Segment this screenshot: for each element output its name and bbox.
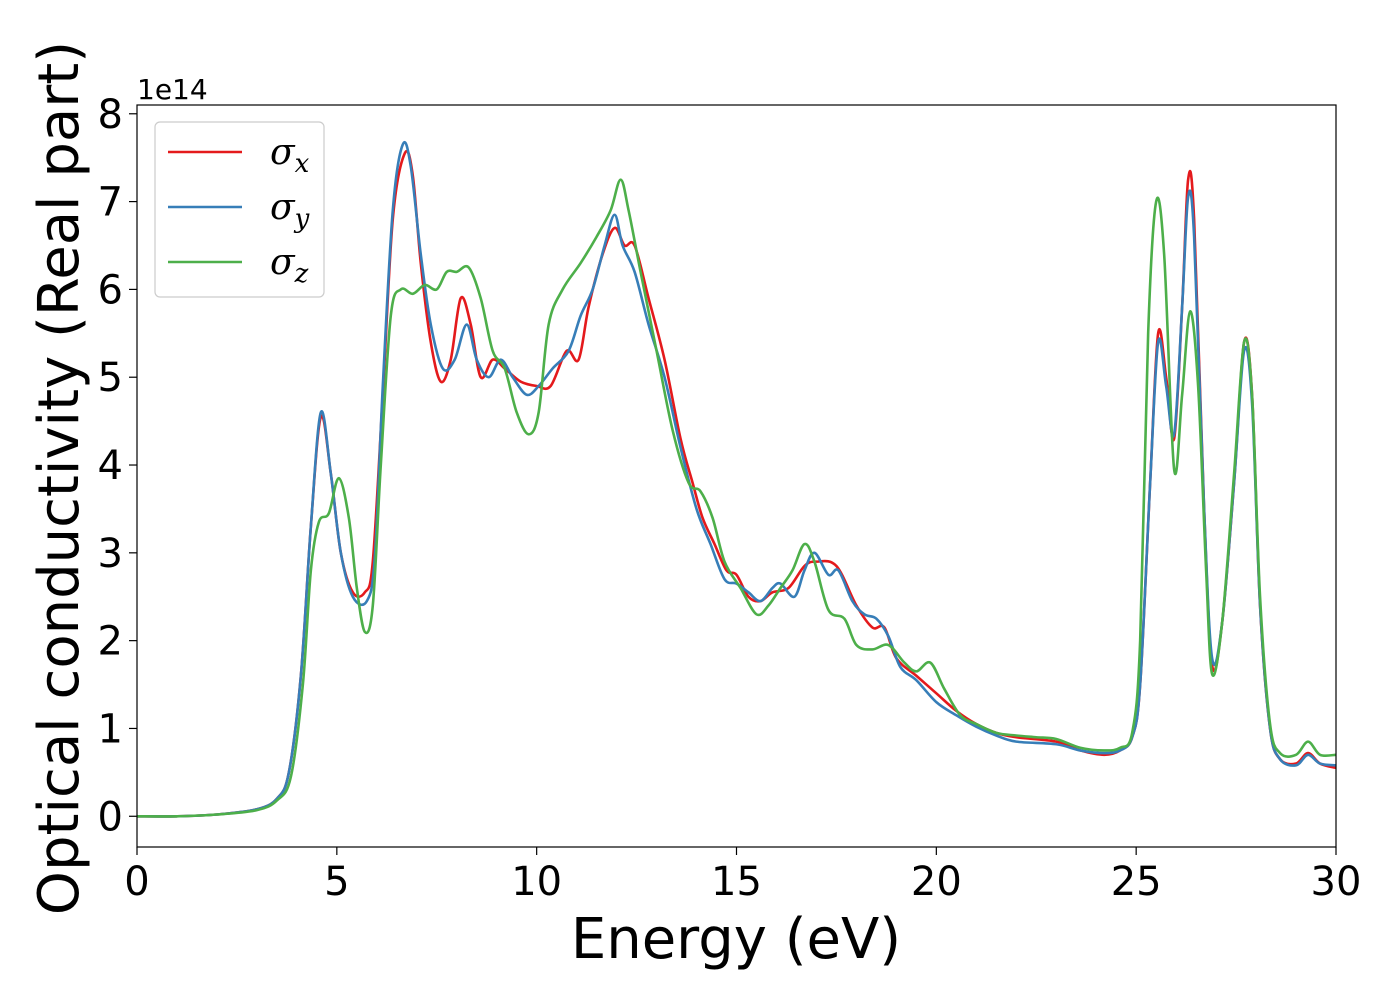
y-tick-label: 2: [98, 619, 123, 665]
legend-label-y: σy: [270, 187, 310, 234]
x-axis-label: Energy (eV): [571, 907, 901, 972]
series-layer: [137, 140, 1336, 818]
legend-frame: [154, 121, 325, 298]
x-tick-label: 10: [511, 859, 562, 905]
legend-label-x: σx: [270, 132, 310, 179]
x-tick-label: 20: [911, 859, 962, 905]
series-line-y: [137, 140, 1336, 818]
x-tick-label: 15: [711, 859, 762, 905]
legend: σx σy σz: [154, 121, 325, 298]
x-tick-label: 25: [1111, 859, 1162, 905]
x-tick-label: 5: [324, 859, 349, 905]
y-tick-label: 1: [98, 706, 123, 752]
y-tick-label: 0: [98, 794, 123, 840]
y-tick-label: 5: [98, 355, 123, 401]
y-axis-label: Optical conductivity (Real part): [27, 41, 92, 915]
y-tick-label: 3: [98, 531, 123, 577]
y-tick-label: 7: [98, 180, 123, 226]
x-axis-ticks: 0 5 10 15 20 25 30: [124, 847, 1361, 905]
plot-area: [136, 104, 1337, 848]
y-tick-label: 8: [98, 92, 123, 138]
y-axis-ticks: 0 1 2 3 4 5 6 7 8: [98, 92, 137, 840]
y-offset-label: 1e14: [137, 73, 208, 106]
x-tick-label: 0: [124, 859, 149, 905]
series-line-z: [137, 178, 1336, 818]
y-tick-label: 4: [98, 443, 123, 489]
y-tick-label: 6: [98, 267, 123, 313]
legend-label-z: σz: [270, 242, 309, 289]
x-tick-label: 30: [1311, 859, 1362, 905]
